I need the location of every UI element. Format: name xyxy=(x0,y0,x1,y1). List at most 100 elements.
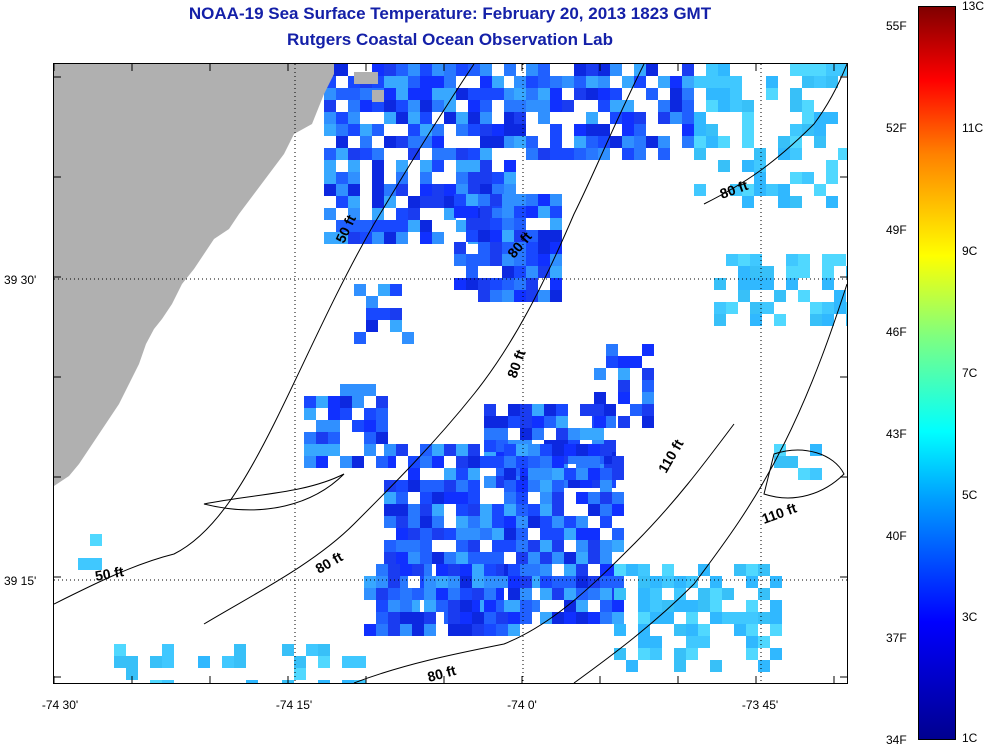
sst-cell xyxy=(340,408,352,420)
sst-cell xyxy=(468,88,480,100)
sst-cell xyxy=(610,100,622,112)
sst-cell xyxy=(372,184,384,196)
sst-cell xyxy=(642,392,654,404)
sst-cell xyxy=(598,136,610,148)
sst-cell xyxy=(390,284,402,296)
sst-cell xyxy=(766,184,778,196)
sst-cell xyxy=(480,64,492,76)
sst-cell xyxy=(550,230,562,242)
sst-cell xyxy=(468,492,480,504)
sst-cell xyxy=(336,88,348,100)
sst-cell xyxy=(538,194,550,206)
sst-cell xyxy=(798,266,810,278)
contour-label: 80 ft xyxy=(313,548,346,576)
sst-cell xyxy=(556,416,568,428)
sst-cell xyxy=(746,624,758,636)
sst-cell xyxy=(420,456,432,468)
sst-cell xyxy=(552,468,564,480)
sst-cell xyxy=(588,588,600,600)
sst-cell xyxy=(762,302,774,314)
sst-cell xyxy=(826,64,838,76)
sst-cell xyxy=(396,100,408,112)
sst-cell xyxy=(528,516,540,528)
sst-cell xyxy=(456,504,468,516)
sst-cell xyxy=(484,612,496,624)
sst-cell xyxy=(846,302,847,314)
sst-cell xyxy=(822,254,834,266)
sst-cell xyxy=(790,124,802,136)
sst-cell xyxy=(516,552,528,564)
sst-cell xyxy=(508,416,520,428)
sst-cell xyxy=(492,504,504,516)
sst-cell xyxy=(408,136,420,148)
sst-cell xyxy=(508,624,520,636)
sst-cell xyxy=(424,588,436,600)
sst-cell xyxy=(460,624,472,636)
sst-cell xyxy=(682,124,694,136)
sst-cell xyxy=(456,540,468,552)
land-patch xyxy=(372,90,384,102)
sst-cell xyxy=(420,76,432,88)
sst-cell xyxy=(348,112,360,124)
sst-cell xyxy=(354,332,366,344)
sst-cell xyxy=(642,404,654,416)
sst-cell xyxy=(758,588,770,600)
sst-cell xyxy=(432,480,444,492)
sst-cell xyxy=(444,492,456,504)
contour-sw-loop xyxy=(203,473,345,511)
sst-cell xyxy=(466,206,478,218)
sst-cell xyxy=(526,88,538,100)
sst-cell xyxy=(408,540,420,552)
sst-cell xyxy=(650,612,662,624)
sst-cell xyxy=(466,278,478,290)
sst-cell xyxy=(508,600,520,612)
sst-cell xyxy=(480,76,492,88)
sst-cell xyxy=(466,218,478,230)
contour-label: 80 ft xyxy=(426,662,458,683)
sst-cell xyxy=(396,492,408,504)
sst-cell xyxy=(802,76,814,88)
sst-cell xyxy=(538,254,550,266)
sst-cell xyxy=(492,516,504,528)
sst-cell xyxy=(538,206,550,218)
sst-cell xyxy=(364,408,376,420)
sst-cell xyxy=(420,88,432,100)
sst-cell xyxy=(354,284,366,296)
sst-cell xyxy=(550,218,562,230)
sst-cell xyxy=(662,600,674,612)
sst-cell xyxy=(520,404,532,416)
sst-cell xyxy=(766,76,778,88)
sst-cell xyxy=(378,308,390,320)
sst-cell xyxy=(514,76,526,88)
sst-cell xyxy=(694,112,706,124)
sst-cell xyxy=(758,636,770,648)
sst-cell xyxy=(564,576,576,588)
sst-cell xyxy=(846,266,847,278)
sst-cell xyxy=(466,254,478,266)
sst-cell xyxy=(456,220,468,232)
sst-cell xyxy=(564,612,576,624)
sst-cell xyxy=(468,172,480,184)
sst-cell xyxy=(372,196,384,208)
sst-cell xyxy=(348,160,360,172)
sst-cell xyxy=(514,88,526,100)
sst-cell xyxy=(384,196,396,208)
sst-cell xyxy=(650,576,662,588)
sst-cell xyxy=(514,290,526,302)
sst-cell xyxy=(348,148,360,160)
sst-cell xyxy=(496,612,508,624)
sst-cell xyxy=(526,136,538,148)
sst-cell xyxy=(504,528,516,540)
sst-cell xyxy=(126,656,138,668)
sst-cell xyxy=(432,136,444,148)
sst-cell xyxy=(574,124,586,136)
sst-cell xyxy=(646,88,658,100)
sst-cell xyxy=(304,444,316,456)
sst-cell xyxy=(336,184,348,196)
sst-cell xyxy=(706,88,718,100)
sst-cell xyxy=(444,76,456,88)
sst-cell xyxy=(540,480,552,492)
sst-cell xyxy=(786,456,798,468)
sst-cell xyxy=(504,456,516,468)
sst-cell xyxy=(328,396,340,408)
